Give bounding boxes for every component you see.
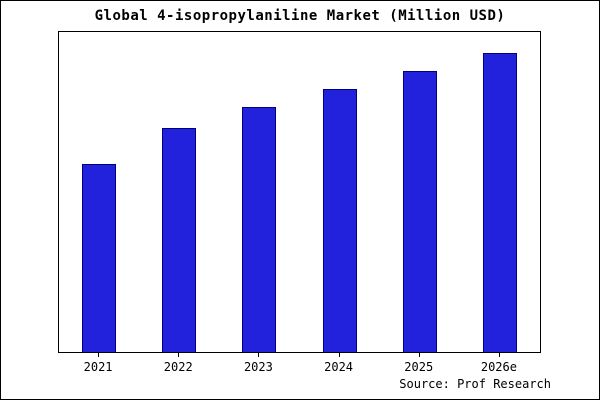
x-tick-label-2023: 2023 [243,360,273,374]
source-note: Source: Prof Research [399,377,551,391]
x-tick-label-2024: 2024 [324,360,354,374]
x-axis-tick [338,353,340,357]
plot-area [58,31,541,353]
bar-2021 [82,164,117,352]
x-axis-tick [178,353,180,357]
x-axis-labels: 2021 2022 2023 2024 2025 2026e [58,353,541,377]
bar-2022 [162,128,197,352]
bar-2026e [482,53,517,352]
bar-2025 [402,71,437,352]
x-tick-label-2025: 2025 [404,360,434,374]
bar-2024 [322,89,357,352]
x-axis-tick [418,353,420,357]
x-tick-label-2021: 2021 [83,360,113,374]
x-tick-label-2026e: 2026e [480,360,517,374]
x-axis-tick [98,353,100,357]
chart-title: Global 4-isopropylaniline Market (Millio… [94,8,506,24]
x-tick-label-2022: 2022 [163,360,193,374]
bar-2023 [242,107,277,352]
x-axis-tick [498,353,500,357]
x-axis-tick [258,353,260,357]
